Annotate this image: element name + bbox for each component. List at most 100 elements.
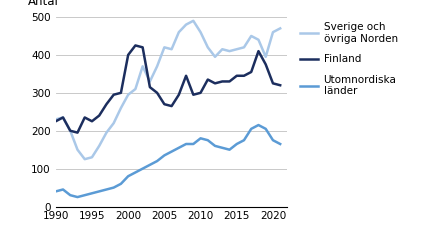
Finland bbox=[191, 93, 196, 96]
Finland bbox=[111, 93, 116, 96]
Finland bbox=[89, 120, 94, 123]
Finland bbox=[97, 114, 102, 117]
Utomnordiska
länder bbox=[126, 175, 131, 178]
Sverige och
övriga Norden bbox=[169, 48, 174, 51]
Sverige och
övriga Norden bbox=[256, 38, 261, 41]
Utomnordiska
länder bbox=[104, 188, 109, 191]
Sverige och
övriga Norden bbox=[82, 158, 88, 161]
Utomnordiska
länder bbox=[75, 196, 80, 199]
Finland bbox=[68, 129, 73, 132]
Sverige och
övriga Norden bbox=[60, 116, 66, 119]
Sverige och
övriga Norden bbox=[205, 46, 210, 49]
Line: Utomnordiska
länder: Utomnordiska länder bbox=[56, 125, 280, 197]
Sverige och
övriga Norden bbox=[53, 118, 58, 121]
Finland bbox=[75, 131, 80, 134]
Utomnordiska
länder bbox=[68, 194, 73, 197]
Sverige och
övriga Norden bbox=[111, 122, 116, 125]
Utomnordiska
länder bbox=[118, 182, 124, 185]
Finland bbox=[212, 82, 218, 85]
Sverige och
övriga Norden bbox=[118, 106, 124, 109]
Sverige och
övriga Norden bbox=[249, 35, 254, 37]
Utomnordiska
länder bbox=[176, 146, 181, 149]
Finland bbox=[270, 82, 275, 85]
Finland bbox=[140, 46, 145, 49]
Utomnordiska
länder bbox=[147, 163, 152, 166]
Finland bbox=[118, 91, 124, 94]
Utomnordiska
länder bbox=[263, 127, 268, 130]
Finland bbox=[220, 80, 225, 83]
Utomnordiska
länder bbox=[97, 190, 102, 193]
Line: Finland: Finland bbox=[56, 45, 280, 133]
Utomnordiska
länder bbox=[278, 143, 283, 146]
Line: Sverige och
övriga Norden: Sverige och övriga Norden bbox=[56, 21, 280, 159]
Utomnordiska
länder bbox=[82, 194, 88, 197]
Finland bbox=[176, 93, 181, 96]
Utomnordiska
länder bbox=[140, 167, 145, 170]
Sverige och
övriga Norden bbox=[278, 27, 283, 30]
Sverige och
övriga Norden bbox=[126, 93, 131, 96]
Utomnordiska
länder bbox=[133, 171, 138, 174]
Sverige och
övriga Norden bbox=[104, 131, 109, 134]
Finland bbox=[227, 80, 232, 83]
Finland bbox=[263, 63, 268, 66]
Sverige och
övriga Norden bbox=[227, 50, 232, 52]
Y-axis label: Antal: Antal bbox=[28, 0, 59, 8]
Utomnordiska
länder bbox=[205, 139, 210, 142]
Finland bbox=[82, 116, 88, 119]
Sverige och
övriga Norden bbox=[140, 65, 145, 68]
Finland bbox=[133, 44, 138, 47]
Sverige och
övriga Norden bbox=[162, 46, 167, 49]
Sverige och
övriga Norden bbox=[220, 48, 225, 51]
Sverige och
övriga Norden bbox=[198, 31, 203, 34]
Utomnordiska
länder bbox=[89, 192, 94, 195]
Sverige och
övriga Norden bbox=[97, 144, 102, 147]
Finland bbox=[249, 70, 254, 73]
Utomnordiska
länder bbox=[270, 139, 275, 142]
Utomnordiska
länder bbox=[162, 154, 167, 157]
Sverige och
övriga Norden bbox=[89, 156, 94, 159]
Finland bbox=[169, 105, 174, 108]
Finland bbox=[60, 116, 66, 119]
Finland bbox=[154, 91, 160, 94]
Utomnordiska
länder bbox=[169, 150, 174, 153]
Utomnordiska
länder bbox=[53, 190, 58, 193]
Sverige och
övriga Norden bbox=[270, 31, 275, 34]
Finland bbox=[162, 103, 167, 106]
Utomnordiska
länder bbox=[184, 143, 189, 146]
Utomnordiska
länder bbox=[198, 137, 203, 140]
Utomnordiska
länder bbox=[234, 143, 239, 146]
Utomnordiska
länder bbox=[60, 188, 66, 191]
Utomnordiska
länder bbox=[227, 148, 232, 151]
Finland bbox=[242, 74, 247, 77]
Sverige och
övriga Norden bbox=[176, 31, 181, 34]
Utomnordiska
länder bbox=[154, 160, 160, 163]
Utomnordiska
länder bbox=[242, 139, 247, 142]
Finland bbox=[126, 53, 131, 56]
Legend: Sverige och
övriga Norden, Finland, Utomnordiska
länder: Sverige och övriga Norden, Finland, Utom… bbox=[299, 22, 398, 96]
Finland bbox=[234, 74, 239, 77]
Sverige och
övriga Norden bbox=[191, 19, 196, 22]
Sverige och
övriga Norden bbox=[212, 55, 218, 58]
Sverige och
övriga Norden bbox=[68, 129, 73, 132]
Sverige och
övriga Norden bbox=[154, 65, 160, 68]
Finland bbox=[147, 86, 152, 89]
Sverige och
övriga Norden bbox=[133, 87, 138, 90]
Utomnordiska
länder bbox=[212, 144, 218, 147]
Sverige och
övriga Norden bbox=[263, 55, 268, 58]
Utomnordiska
länder bbox=[191, 143, 196, 146]
Finland bbox=[198, 91, 203, 94]
Utomnordiska
länder bbox=[111, 186, 116, 189]
Utomnordiska
länder bbox=[220, 146, 225, 149]
Sverige och
övriga Norden bbox=[234, 48, 239, 51]
Utomnordiska
länder bbox=[256, 124, 261, 127]
Finland bbox=[104, 103, 109, 106]
Finland bbox=[53, 120, 58, 123]
Finland bbox=[184, 74, 189, 77]
Sverige och
övriga Norden bbox=[242, 46, 247, 49]
Sverige och
övriga Norden bbox=[147, 80, 152, 83]
Sverige och
övriga Norden bbox=[75, 148, 80, 151]
Sverige och
övriga Norden bbox=[184, 23, 189, 26]
Finland bbox=[256, 50, 261, 52]
Utomnordiska
länder bbox=[249, 127, 254, 130]
Finland bbox=[205, 78, 210, 81]
